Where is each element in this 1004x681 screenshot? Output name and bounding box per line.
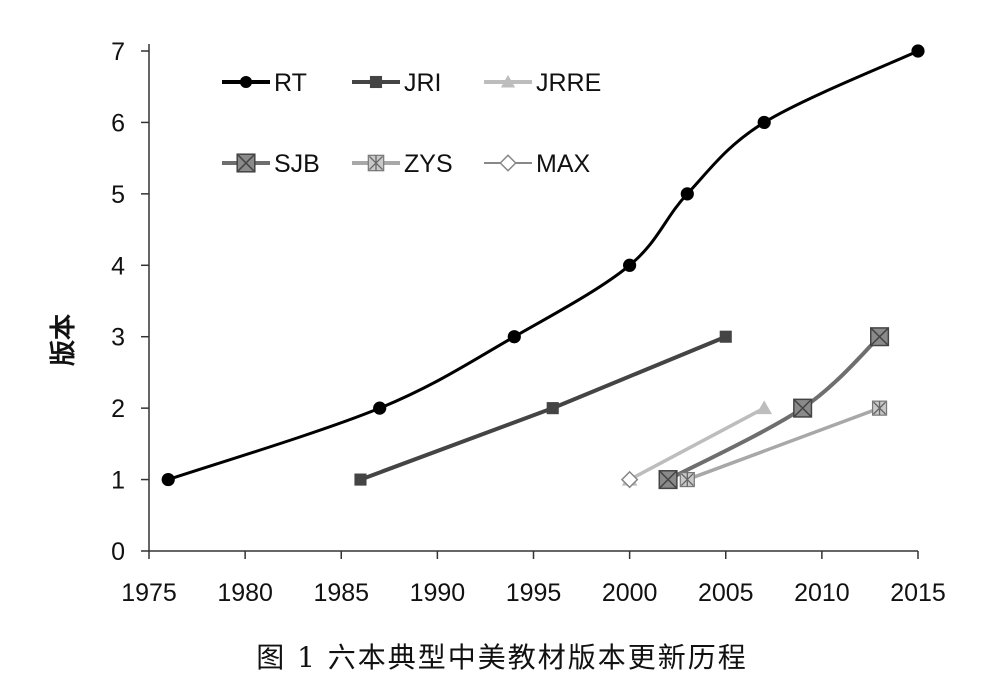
legend-marker-sjb	[236, 153, 256, 173]
series-line-zys	[686, 406, 881, 482]
legend-marker-sjb-cross	[236, 153, 256, 173]
data-point-zys	[871, 400, 888, 416]
x-tick-label: 1995	[506, 579, 562, 607]
y-axis-label: 版本	[49, 314, 79, 367]
legend-label-zys: ZYS	[404, 150, 453, 178]
legend-marker-zys	[367, 154, 385, 172]
x-tick-label: 2000	[602, 579, 658, 607]
data-point-zys-star	[680, 472, 694, 487]
x-tick-label: 1980	[217, 579, 273, 607]
y-tick-label: 0	[111, 538, 125, 566]
data-point-max	[620, 470, 639, 489]
y-tick-label: 7	[111, 38, 125, 66]
data-point-sjb-cross	[658, 470, 678, 489]
series-markers	[161, 44, 925, 490]
x-tick-label: 1985	[313, 579, 369, 607]
y-tick-label: 6	[111, 109, 125, 137]
series-line-sjb	[667, 335, 881, 482]
figure-caption: 图 1 六本典型中美教材版本更新历程	[256, 641, 748, 674]
y-tick-group: 0 1 2 3 4 5 6 7	[111, 38, 149, 566]
line-chart: 0 1 2 3 4 5 6 7 1975 1980 1985 1990 1995 2000 2005 201…	[49, 38, 946, 607]
legend-marker-jrre	[500, 74, 516, 88]
y-tick-label: 3	[111, 324, 125, 352]
legend: RT JRI JRRE SJB ZYS MAX	[222, 69, 601, 178]
data-point-rt	[757, 115, 771, 130]
legend-label-jri: JRI	[404, 69, 442, 97]
legend-marker-zys-star	[368, 155, 384, 171]
y-tick-label: 2	[111, 395, 125, 423]
data-point-rt	[373, 401, 387, 415]
data-point-sjb-cross	[793, 398, 812, 418]
x-tick-label: 2005	[698, 579, 754, 607]
data-point-zys	[679, 471, 695, 488]
data-point-rt	[161, 472, 175, 487]
data-point-sjb	[793, 398, 813, 418]
y-tick-label: 1	[111, 467, 125, 495]
legend-marker-max	[499, 154, 517, 172]
data-point-jri	[354, 473, 367, 486]
legend-label-sjb: SJB	[274, 150, 320, 178]
data-point-sjb	[870, 327, 890, 347]
data-point-jri	[719, 330, 732, 343]
legend-label-rt: RT	[274, 69, 307, 97]
data-point-rt	[680, 187, 694, 201]
data-point-sjb-cross	[870, 327, 889, 347]
legend-marker-rt	[239, 75, 253, 89]
legend-label-max: MAX	[536, 150, 591, 178]
data-point-zys-star	[873, 401, 887, 416]
x-tick-label: 1975	[121, 579, 177, 607]
data-point-rt	[507, 330, 521, 344]
x-tick-group: 1975 1980 1985 1990 1995 2000 2005 2010 2015	[121, 551, 946, 607]
data-point-jri	[546, 402, 559, 415]
series-line-jrre	[628, 406, 766, 482]
data-point-rt	[623, 258, 637, 272]
y-tick-label: 5	[111, 181, 125, 209]
legend-marker-jri	[369, 75, 383, 89]
y-tick-label: 4	[111, 252, 125, 280]
x-tick-label: 1990	[410, 579, 466, 607]
x-tick-label: 2010	[794, 579, 850, 607]
x-tick-label: 2015	[890, 579, 946, 607]
legend-label-jrre: JRRE	[536, 69, 601, 97]
data-point-sjb	[658, 470, 678, 490]
data-point-jrre	[756, 400, 772, 415]
data-point-rt	[911, 44, 925, 58]
